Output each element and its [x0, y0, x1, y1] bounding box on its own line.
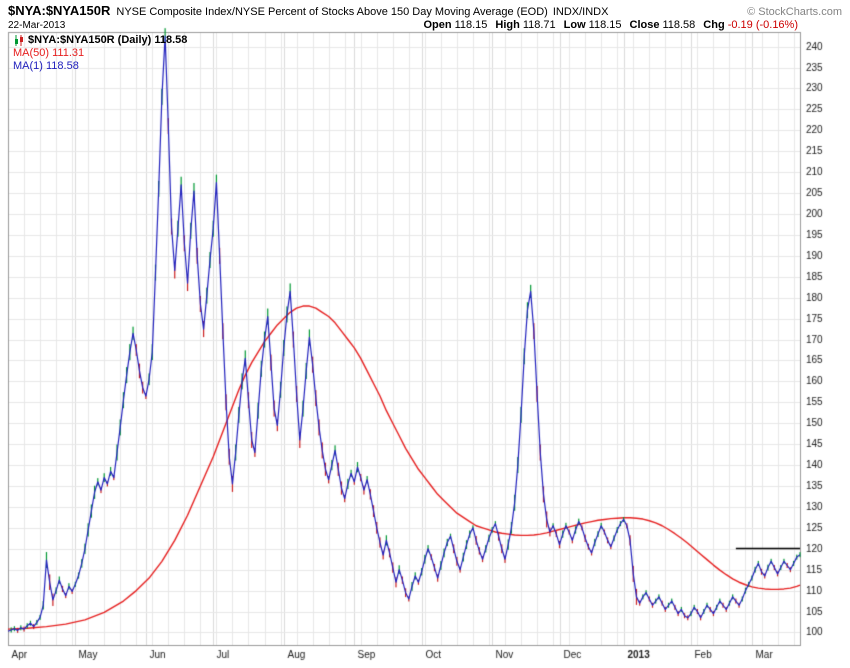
high-label: High: [495, 19, 520, 31]
header-title-row: $NYA:$NYA150R NYSE Composite Index/NYSE …: [0, 0, 850, 18]
high-value: 118.71: [522, 19, 556, 31]
close-label: Close: [629, 19, 660, 31]
header-quote-row: 22-Mar-2013 Open 118.15 High 118.71 Low 118.1…: [0, 18, 850, 31]
chart-header: $NYA:$NYA150R NYSE Composite Index/NYSE …: [0, 0, 850, 31]
legend-main-label: $NYA:$NYA150R (Daily) 118.58: [28, 34, 188, 46]
low-value: 118.15: [588, 19, 622, 31]
low-label: Low: [563, 19, 586, 31]
chart-date: 22-Mar-2013: [8, 20, 66, 31]
legend-main-row: $NYA:$NYA150R (Daily) 118.58: [13, 34, 187, 47]
symbol-label: $NYA:$NYA150R: [8, 3, 111, 18]
chart-style-icon: [13, 35, 25, 46]
chart-legend: $NYA:$NYA150R (Daily) 118.58 MA(50) 111.…: [13, 34, 187, 73]
exchange-label: INDX/INDX: [552, 6, 609, 18]
quote-summary: Open 118.15 High 118.71 Low 118.15 Close 118.58…: [423, 19, 798, 31]
chg-label: Chg: [703, 19, 725, 31]
copyright-label: © StockCharts.com: [747, 6, 842, 18]
open-label: Open: [423, 19, 452, 31]
open-value: 118.15: [454, 19, 488, 31]
legend-ma1-label: MA(1) 118.58: [13, 60, 79, 72]
chart-description: NYSE Composite Index/NYSE Percent of Sto…: [116, 6, 548, 18]
legend-ma50-label: MA(50) 111.31: [13, 47, 85, 59]
close-value: 118.58: [662, 19, 696, 31]
chg-value: -0.19 (-0.16%): [727, 19, 798, 31]
